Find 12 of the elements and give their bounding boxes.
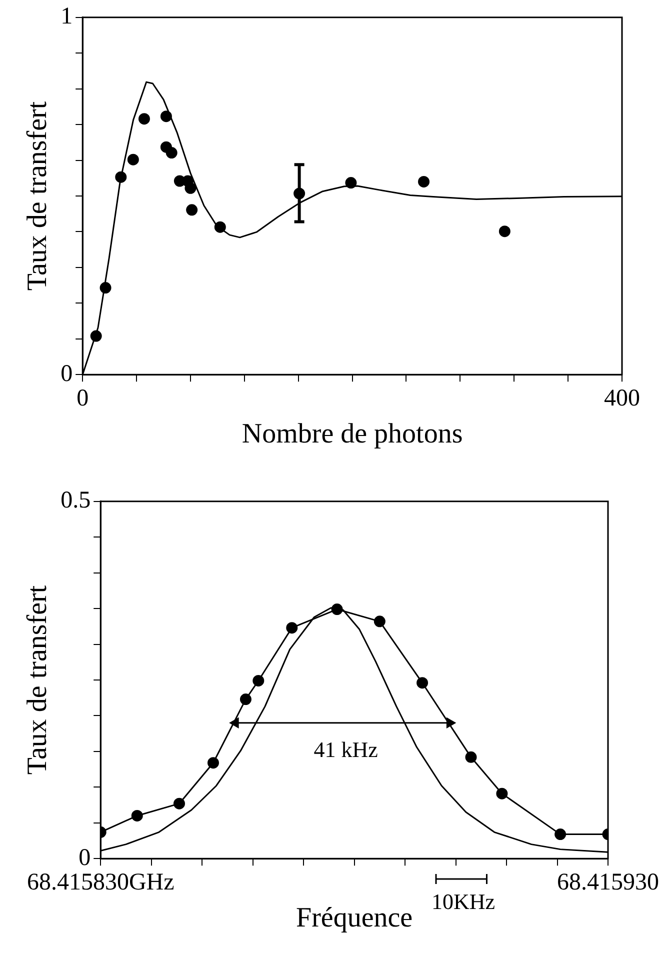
annotation: 41 kHz bbox=[314, 737, 378, 764]
x-axis-title: Nombre de photons bbox=[242, 418, 463, 450]
x-tick-label: 400 bbox=[604, 385, 640, 412]
x-axis-title: Fréquence bbox=[296, 902, 413, 934]
x-tick-label: 68.415930 bbox=[557, 869, 659, 896]
y-tick-label: 1 bbox=[60, 4, 73, 30]
y-tick-label: 0.5 bbox=[60, 488, 91, 514]
y-axis-title: Taux de transfert bbox=[22, 101, 54, 291]
text: 10KHz bbox=[431, 888, 496, 915]
x-tick-label: 68.415830GHz bbox=[26, 869, 174, 896]
y-tick-label: 0 bbox=[60, 360, 73, 387]
y-axis-title: Taux de transfert bbox=[22, 585, 54, 775]
